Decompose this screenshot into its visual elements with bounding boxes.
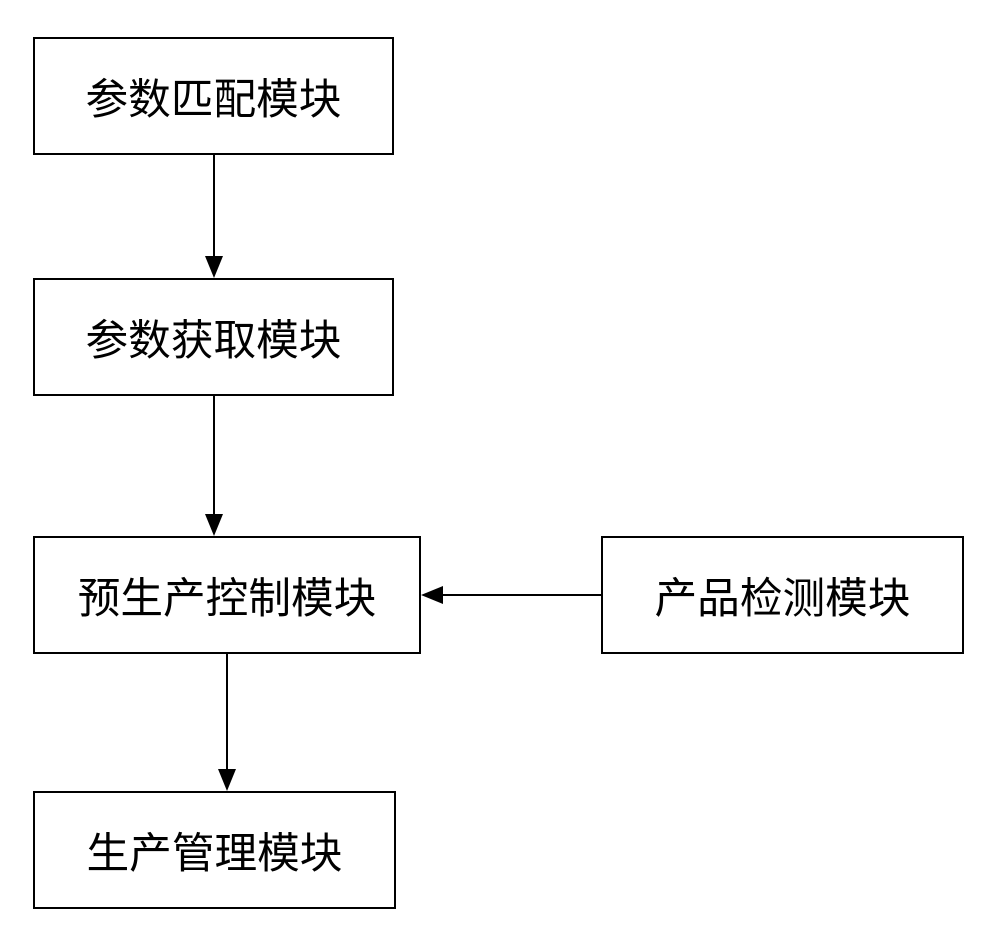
arrow-line: [226, 654, 228, 769]
flow-node-label: 产品检测模块: [655, 565, 911, 626]
arrow-line: [213, 155, 215, 256]
flowchart-canvas: 参数匹配模块参数获取模块预生产控制模块 产品检测模块生产管理模块: [0, 0, 1000, 949]
flow-node-label: 参数匹配模块: [86, 66, 342, 127]
flow-node-n4: 产品检测模块: [601, 536, 964, 654]
flow-node-n1: 参数匹配模块: [33, 37, 394, 155]
flow-node-n3: 预生产控制模块: [33, 536, 421, 654]
arrow-head-down-icon: [218, 769, 236, 791]
arrow-head-down-icon: [205, 514, 223, 536]
flow-node-n2: 参数获取模块: [33, 278, 394, 396]
arrow-head-down-icon: [205, 256, 223, 278]
arrow-head-left-icon: [421, 586, 443, 604]
flow-node-label: 参数获取模块: [86, 307, 342, 368]
arrow-line: [213, 396, 215, 514]
flow-node-n5: 生产管理模块: [33, 791, 396, 909]
flow-node-label: 预生产控制模块: [78, 565, 377, 626]
arrow-line: [443, 594, 601, 596]
flow-node-label: 生产管理模块: [87, 820, 343, 881]
